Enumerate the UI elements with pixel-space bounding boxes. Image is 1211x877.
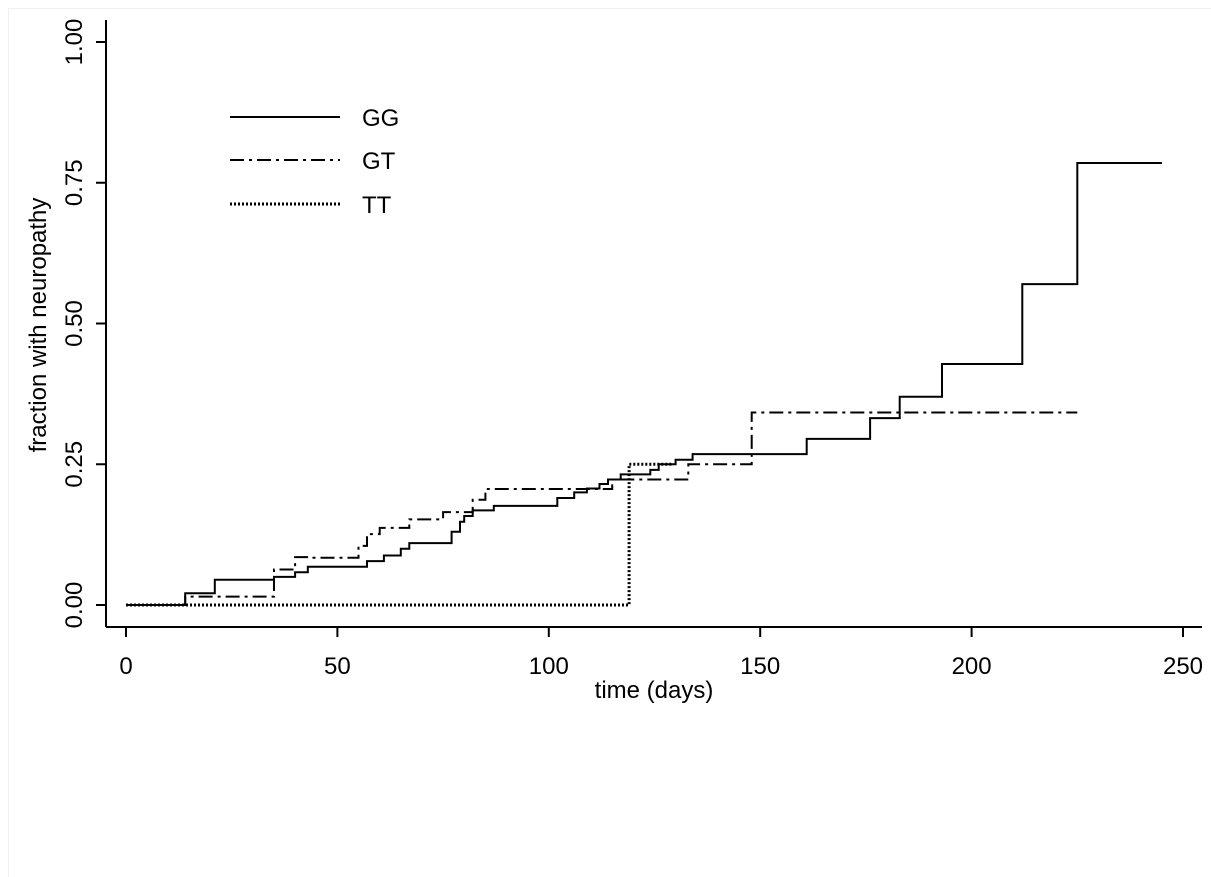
y-axis-title: fraction with neuropathy <box>25 198 52 453</box>
x-ticks: 0 50 100 150 200 250 <box>119 627 1203 680</box>
series-line-tt <box>126 462 672 607</box>
x-tick-label-5: 250 <box>1163 653 1203 680</box>
x-tick-label-4: 200 <box>952 653 992 680</box>
legend-label-gt: GT <box>362 148 396 175</box>
chart-frame <box>8 8 1211 877</box>
legend-label-gg: GG <box>362 105 399 132</box>
x-tick-label-3: 150 <box>740 653 780 680</box>
x-axis-title: time (days) <box>595 677 714 704</box>
x-tick-label-1: 50 <box>324 653 351 680</box>
y-tick-label-3: 0.75 <box>61 159 88 206</box>
series-layer <box>126 162 1162 607</box>
y-tick-label-4: 1.00 <box>61 19 88 66</box>
axes <box>105 20 1202 628</box>
series-line-gg <box>126 162 1162 606</box>
y-tick-label-1: 0.25 <box>61 441 88 488</box>
y-tick-label-2: 0.50 <box>61 300 88 347</box>
y-tick-label-0: 0.00 <box>61 582 88 629</box>
legend: GG GT TT <box>230 105 399 219</box>
x-tick-label-2: 100 <box>529 653 569 680</box>
legend-label-tt: TT <box>362 192 392 219</box>
y-ticks: 0.00 0.25 0.50 0.75 1.00 <box>61 19 106 629</box>
series-line-gt <box>126 411 1078 606</box>
x-tick-label-0: 0 <box>119 653 132 680</box>
